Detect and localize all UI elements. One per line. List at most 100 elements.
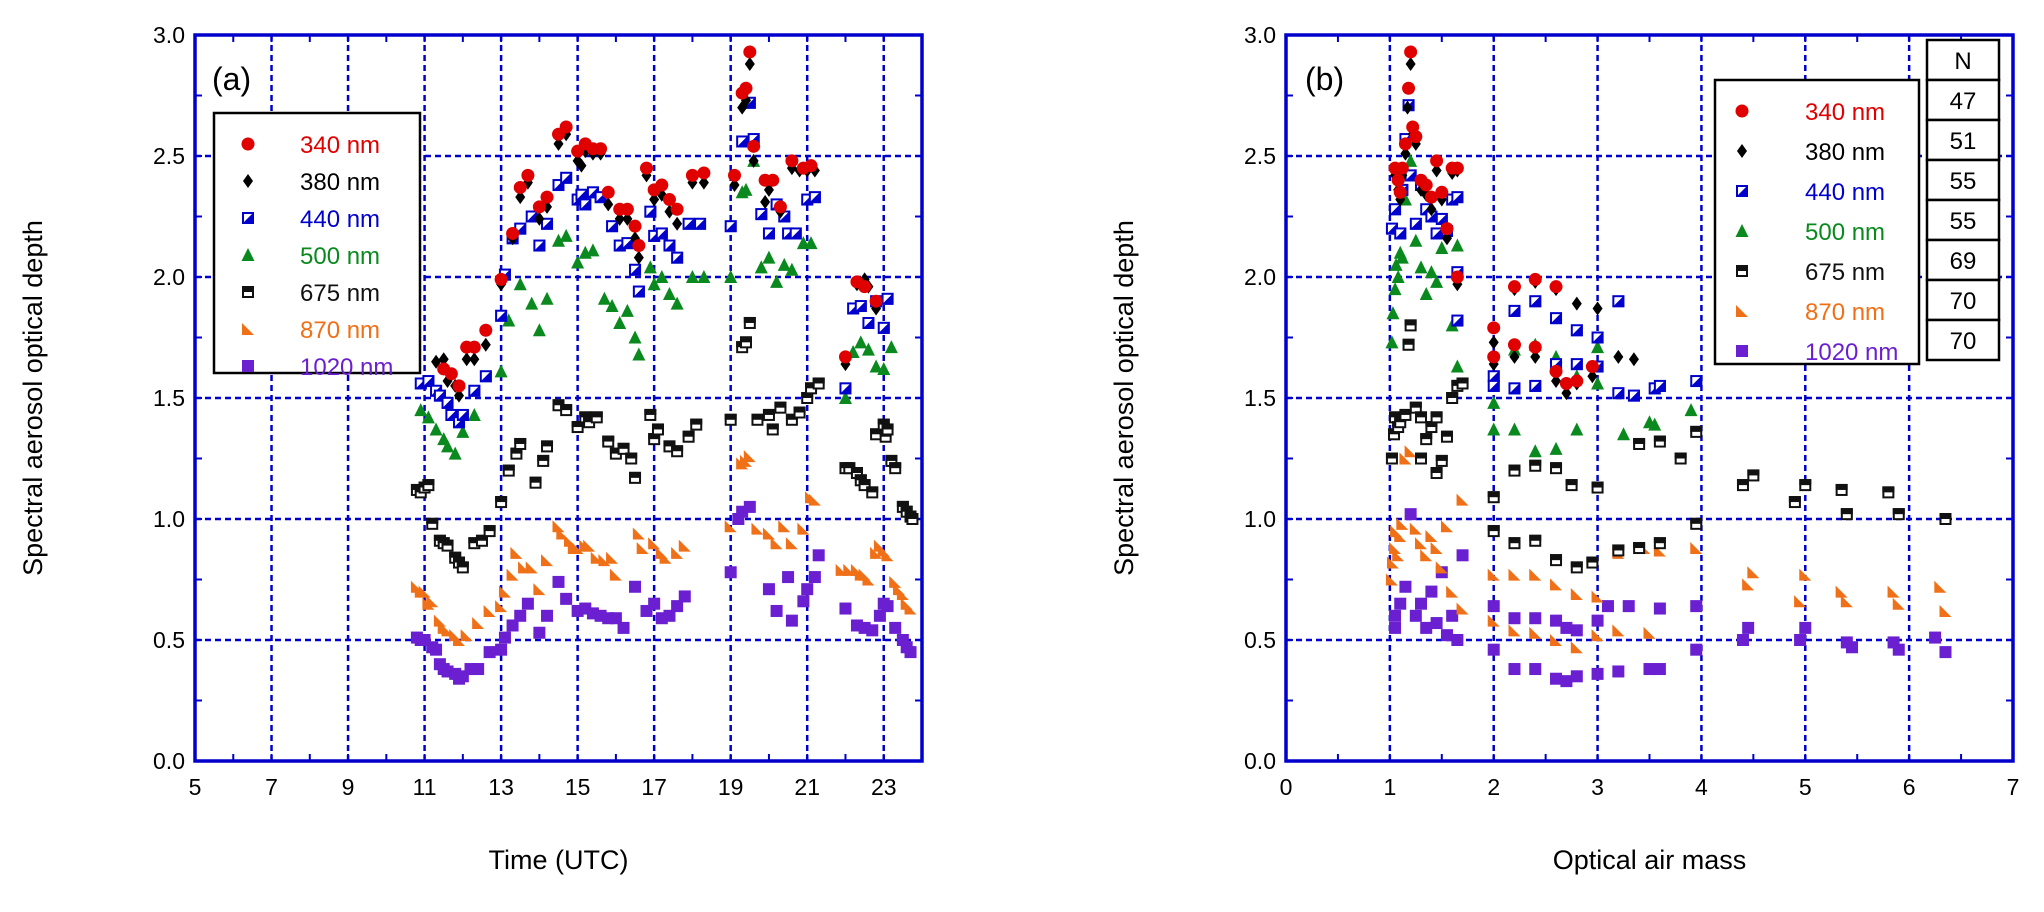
- data-point: [1648, 417, 1662, 431]
- data-point: [1487, 379, 1500, 392]
- data-point: [1591, 331, 1604, 344]
- legend: 340 nm 380 nm 440 nm 500 nm 675 nm 870 nm 1020…: [212, 111, 422, 381]
- data-point: [1628, 352, 1639, 367]
- panel-a-time-series: 5 7 9 11 13 15 17 19 21 23 0.0 0.5 1.0 1.5 2.0 2.5 3.0 Ti…: [18, 22, 924, 875]
- data-point: [1420, 621, 1433, 634]
- data-point: [1424, 190, 1438, 204]
- legend-marker-icon: [242, 286, 254, 298]
- data-point: [617, 621, 630, 634]
- data-point: [743, 450, 756, 463]
- x-tick-label: 7: [265, 774, 278, 800]
- data-point: [1415, 537, 1428, 550]
- data-point: [801, 583, 814, 596]
- data-point: [869, 359, 883, 373]
- data-point: [606, 220, 619, 233]
- data-point: [422, 479, 435, 492]
- x-tick-label: 5: [1799, 774, 1812, 800]
- data-point: [1385, 452, 1398, 465]
- data-point: [448, 446, 462, 460]
- y-tick-label: 3.0: [1244, 22, 1276, 48]
- data-point: [1570, 588, 1583, 601]
- data-point: [782, 571, 795, 584]
- data-point: [1633, 437, 1646, 450]
- data-point: [1747, 566, 1760, 579]
- data-point: [521, 168, 535, 182]
- data-point: [1405, 57, 1416, 72]
- data-point: [1430, 411, 1443, 424]
- n-table-value: 55: [1950, 168, 1977, 195]
- data-point: [785, 413, 798, 426]
- data-point: [678, 590, 691, 603]
- data-point: [1508, 464, 1521, 477]
- data-point: [483, 604, 496, 617]
- data-point: [724, 566, 737, 579]
- n-table-cell: [1925, 278, 2001, 322]
- legend-item: 340 nm: [241, 132, 380, 159]
- n-table-cell: [1925, 38, 2001, 82]
- data-point: [1747, 469, 1760, 482]
- data-point: [1560, 621, 1573, 634]
- data-point: [1389, 621, 1402, 634]
- data-point: [629, 580, 642, 593]
- series-500-nm: [1385, 153, 1698, 458]
- data-point: [421, 410, 435, 424]
- data-point: [797, 595, 810, 608]
- data-point: [881, 549, 894, 562]
- data-point: [1430, 617, 1443, 630]
- data-point: [1415, 411, 1428, 424]
- data-point: [1653, 435, 1666, 448]
- x-axis-label: Optical air mass: [1553, 845, 1747, 875]
- data-point: [576, 158, 587, 173]
- legend-marker-icon: [1736, 345, 1748, 357]
- data-point: [1892, 508, 1905, 521]
- data-point: [1507, 280, 1521, 294]
- data-point: [1690, 542, 1703, 555]
- data-point: [1674, 452, 1687, 465]
- data-point: [502, 313, 516, 327]
- data-point: [1404, 445, 1417, 458]
- data-point: [1414, 260, 1428, 274]
- data-point: [1939, 604, 1952, 617]
- data-point: [1446, 392, 1459, 404]
- data-point: [1612, 387, 1625, 400]
- data-point: [751, 522, 764, 535]
- data-point: [1846, 641, 1859, 654]
- data-point: [636, 542, 649, 555]
- data-point: [743, 316, 756, 329]
- x-tick-label: 5: [189, 774, 202, 800]
- x-tick-label: 23: [871, 774, 897, 800]
- data-point: [537, 454, 550, 467]
- data-point: [889, 462, 902, 475]
- data-point: [469, 352, 480, 367]
- legend-marker-icon: [1737, 144, 1747, 158]
- series-340-nm: [437, 45, 883, 393]
- data-point: [1684, 403, 1698, 417]
- data-point: [571, 421, 584, 434]
- data-point: [724, 520, 737, 533]
- data-point: [648, 597, 661, 610]
- legend-marker-icon: [241, 137, 255, 151]
- data-point: [649, 192, 660, 207]
- data-point: [770, 537, 783, 550]
- data-point: [904, 646, 917, 659]
- data-point: [633, 250, 644, 265]
- data-point: [1487, 614, 1500, 627]
- data-point: [1742, 578, 1755, 591]
- data-point: [529, 476, 542, 489]
- data-point: [881, 423, 894, 436]
- data-point: [881, 600, 894, 613]
- legend-marker-icon: [242, 360, 254, 372]
- data-point: [1587, 369, 1598, 384]
- legend-item: 675 nm: [242, 280, 380, 307]
- data-point: [748, 153, 759, 168]
- data-point: [586, 243, 600, 257]
- x-tick-label: 15: [565, 774, 591, 800]
- data-point: [559, 228, 573, 242]
- data-point: [1643, 626, 1656, 639]
- data-point: [1400, 146, 1411, 161]
- data-point: [475, 534, 488, 547]
- n-table-value: 70: [1950, 328, 1977, 355]
- data-point: [1508, 568, 1521, 581]
- data-point: [1612, 665, 1625, 678]
